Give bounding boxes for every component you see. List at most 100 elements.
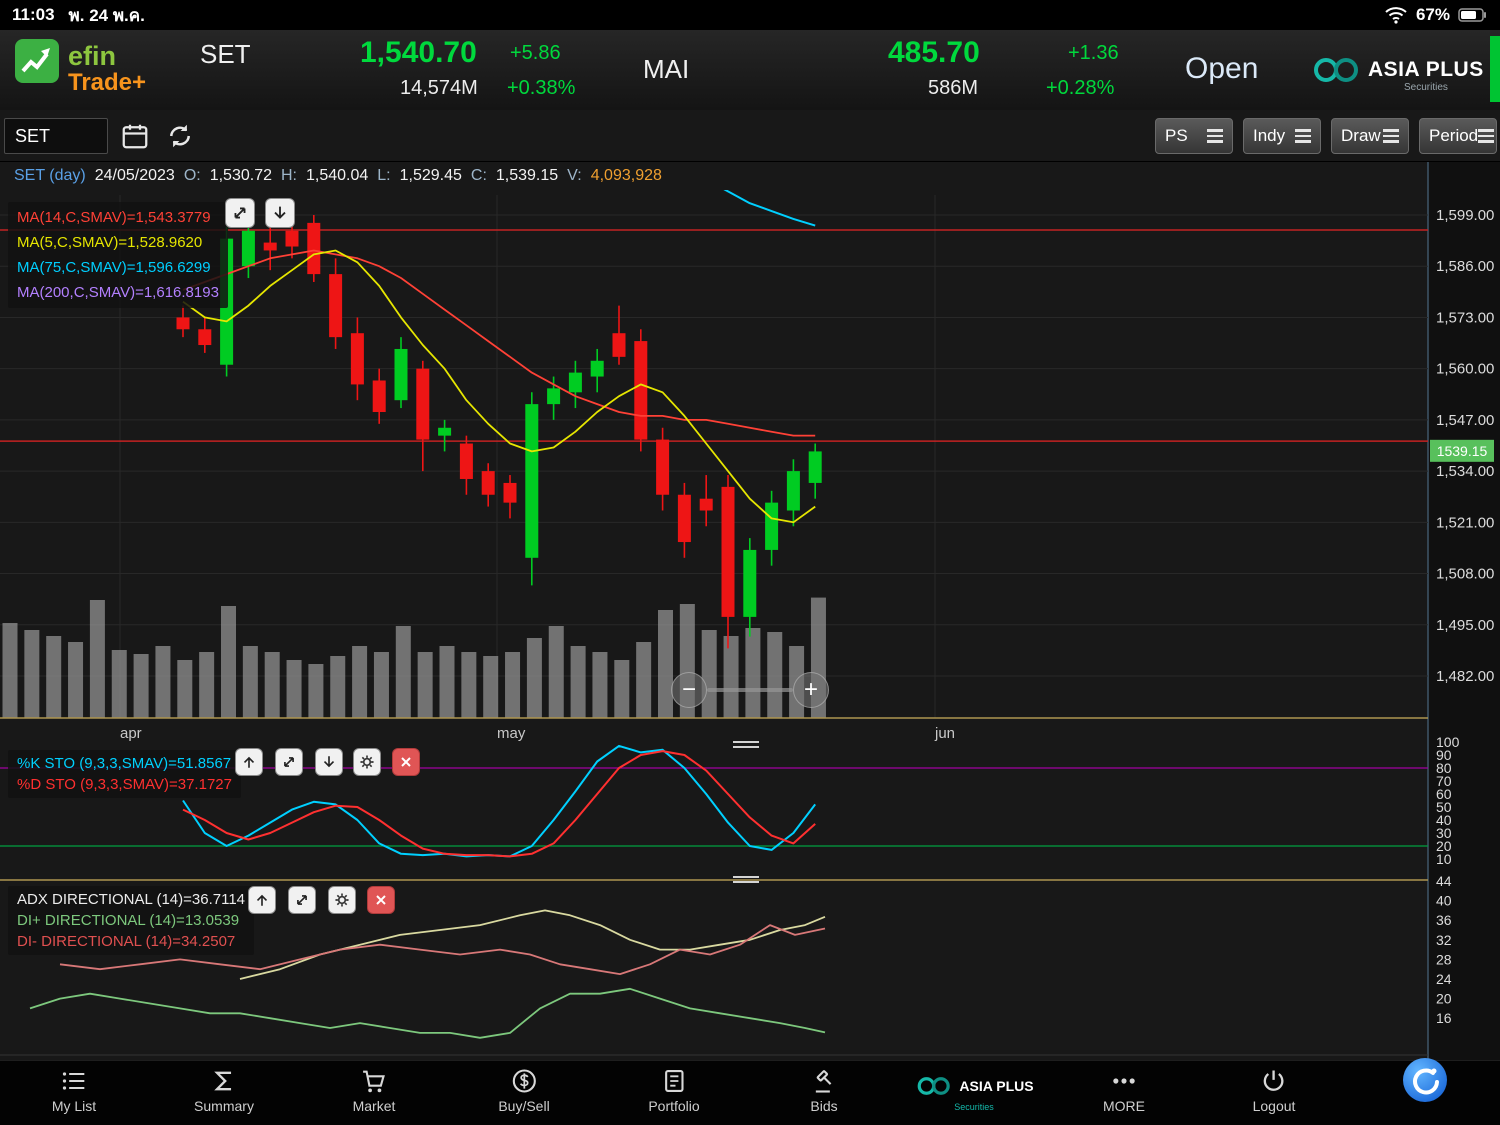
- sto-axis-label: 90: [1436, 747, 1452, 763]
- adx-axis-label: 40: [1436, 893, 1452, 909]
- zoom-out-button[interactable]: −: [671, 672, 707, 708]
- adx-axis-label: 16: [1436, 1010, 1452, 1026]
- adx-expand-button[interactable]: [289, 887, 315, 913]
- volume-bar: [242, 646, 258, 718]
- candle-body: [307, 222, 321, 275]
- sto-legend: %K STO (9,3,3,SMAV)=51.8567 %D STO (9,3,3…: [8, 750, 241, 798]
- ohlc-symbol: SET (day): [14, 167, 86, 184]
- refresh-icon[interactable]: [165, 121, 195, 151]
- nav-buy-sell[interactable]: Buy/Sell: [498, 1067, 550, 1114]
- candle-body: [590, 360, 604, 377]
- price-axis-label: 1,599.00: [1436, 207, 1494, 224]
- nav-label: Bids: [810, 1098, 838, 1114]
- volume-bar: [439, 646, 455, 718]
- open-label: O:: [183, 167, 201, 184]
- month-label: apr: [120, 725, 142, 742]
- nav-asia-plus[interactable]: ASIA PLUS Securities: [914, 1073, 1034, 1112]
- volume-bar: [264, 652, 280, 718]
- adx-series-di: [59, 924, 826, 975]
- sto-axis-label: 50: [1436, 799, 1452, 815]
- adx-series-di: [29, 987, 826, 1039]
- chart-expand-button[interactable]: [226, 199, 254, 227]
- sto-settings-gear-icon[interactable]: [354, 749, 380, 775]
- candle-body: [350, 333, 364, 385]
- sto-axis-label: 100: [1436, 734, 1460, 750]
- adx-move-up-button[interactable]: [249, 887, 275, 913]
- ps-button[interactable]: PS: [1155, 118, 1233, 154]
- calendar-icon[interactable]: [120, 121, 150, 151]
- nav-label: Market: [352, 1098, 396, 1114]
- sto-panel-resize-handle[interactable]: [733, 741, 759, 748]
- indy-button[interactable]: Indy: [1243, 118, 1321, 154]
- volume-bar: [614, 660, 630, 718]
- adx-panel-resize-handle[interactable]: [733, 876, 759, 883]
- nav-label: Logout: [1252, 1098, 1296, 1114]
- candle-body: [241, 230, 255, 267]
- nav-label: Portfolio: [648, 1098, 700, 1114]
- mai-index-label: MAI: [643, 54, 690, 84]
- zoom-slider[interactable]: [707, 688, 793, 692]
- nav-label: MORE: [1103, 1098, 1145, 1114]
- price-axis-label: 1,560.00: [1436, 361, 1494, 378]
- volume-bar: [373, 652, 389, 718]
- nav-sublabel: Securities: [954, 1102, 994, 1112]
- candle-body: [808, 451, 822, 483]
- volume-bar: [505, 652, 521, 718]
- volume-bar: [177, 660, 193, 718]
- nav-my-list[interactable]: My List: [52, 1067, 96, 1114]
- price-axis-label: 1,573.00: [1436, 309, 1494, 326]
- sto-move-up-button[interactable]: [236, 749, 262, 775]
- set-index-change-pct: +0.38%: [507, 77, 576, 99]
- sto-axis-label: 40: [1436, 812, 1452, 828]
- period-button[interactable]: Period: [1419, 118, 1497, 154]
- set-index-label: SET: [200, 39, 251, 69]
- close-value: 1,539.15: [495, 167, 559, 184]
- legend-row: MA(14,C,SMAV)=1,543.3779: [17, 209, 211, 226]
- price-axis-label: 1,547.00: [1436, 412, 1494, 429]
- adx-settings-gear-icon[interactable]: [329, 887, 355, 913]
- volume-bar: [221, 606, 236, 718]
- price-axis-label: 1,586.00: [1436, 258, 1494, 275]
- market-status: Open: [1185, 52, 1259, 85]
- nav-more[interactable]: MORE: [1103, 1067, 1145, 1114]
- candle-body: [525, 404, 539, 558]
- candle-body: [416, 368, 430, 440]
- hamburger-icon: [1295, 129, 1311, 143]
- nav-summary[interactable]: Summary: [194, 1067, 254, 1114]
- adx-close-button[interactable]: [368, 887, 394, 913]
- chart-move-down-button[interactable]: [266, 199, 294, 227]
- nav-logout[interactable]: Logout: [1252, 1067, 1296, 1114]
- nav-portfolio[interactable]: Portfolio: [648, 1067, 700, 1114]
- symbol-input[interactable]: SET: [4, 118, 108, 154]
- legend-row: %K STO (9,3,3,SMAV)=51.8567: [17, 755, 232, 772]
- market-header: efin Trade+ SET 1,540.70 +5.86 14,574M +…: [0, 30, 1500, 110]
- zoom-in-button[interactable]: +: [793, 672, 829, 708]
- sto-close-button[interactable]: [393, 749, 419, 775]
- adx-series-adx: [239, 909, 826, 980]
- mai-index-volume: 586M: [928, 77, 979, 99]
- status-bar: 11:03 พ. 24 พ.ค. 67%: [0, 0, 1500, 30]
- chat-assistant-button[interactable]: [1403, 1058, 1447, 1102]
- draw-button-label: Draw: [1341, 126, 1381, 145]
- candle-body: [786, 471, 800, 511]
- asia-plus-logo-icon: [1314, 58, 1358, 82]
- volume-bar: [767, 632, 783, 718]
- sto-move-down-button[interactable]: [316, 749, 342, 775]
- candle-body: [547, 388, 561, 405]
- price-axis-label: 1,495.00: [1436, 617, 1494, 634]
- nav-market[interactable]: Market: [352, 1067, 396, 1114]
- candle-body: [612, 333, 626, 357]
- candle-body: [372, 380, 386, 413]
- nav-bids[interactable]: Bids: [809, 1067, 839, 1114]
- volume-label: V:: [567, 167, 582, 184]
- ohlc-date: 24/05/2023: [94, 167, 175, 184]
- swirl-icon: [1413, 1068, 1439, 1095]
- broker-subtitle: Securities: [1404, 82, 1448, 93]
- low-label: L:: [377, 167, 391, 184]
- sto-expand-button[interactable]: [276, 749, 302, 775]
- set-index-value: 1,540.70: [360, 36, 477, 69]
- candle-body: [438, 427, 452, 436]
- ma75-line: [723, 190, 816, 227]
- draw-button[interactable]: Draw: [1331, 118, 1409, 154]
